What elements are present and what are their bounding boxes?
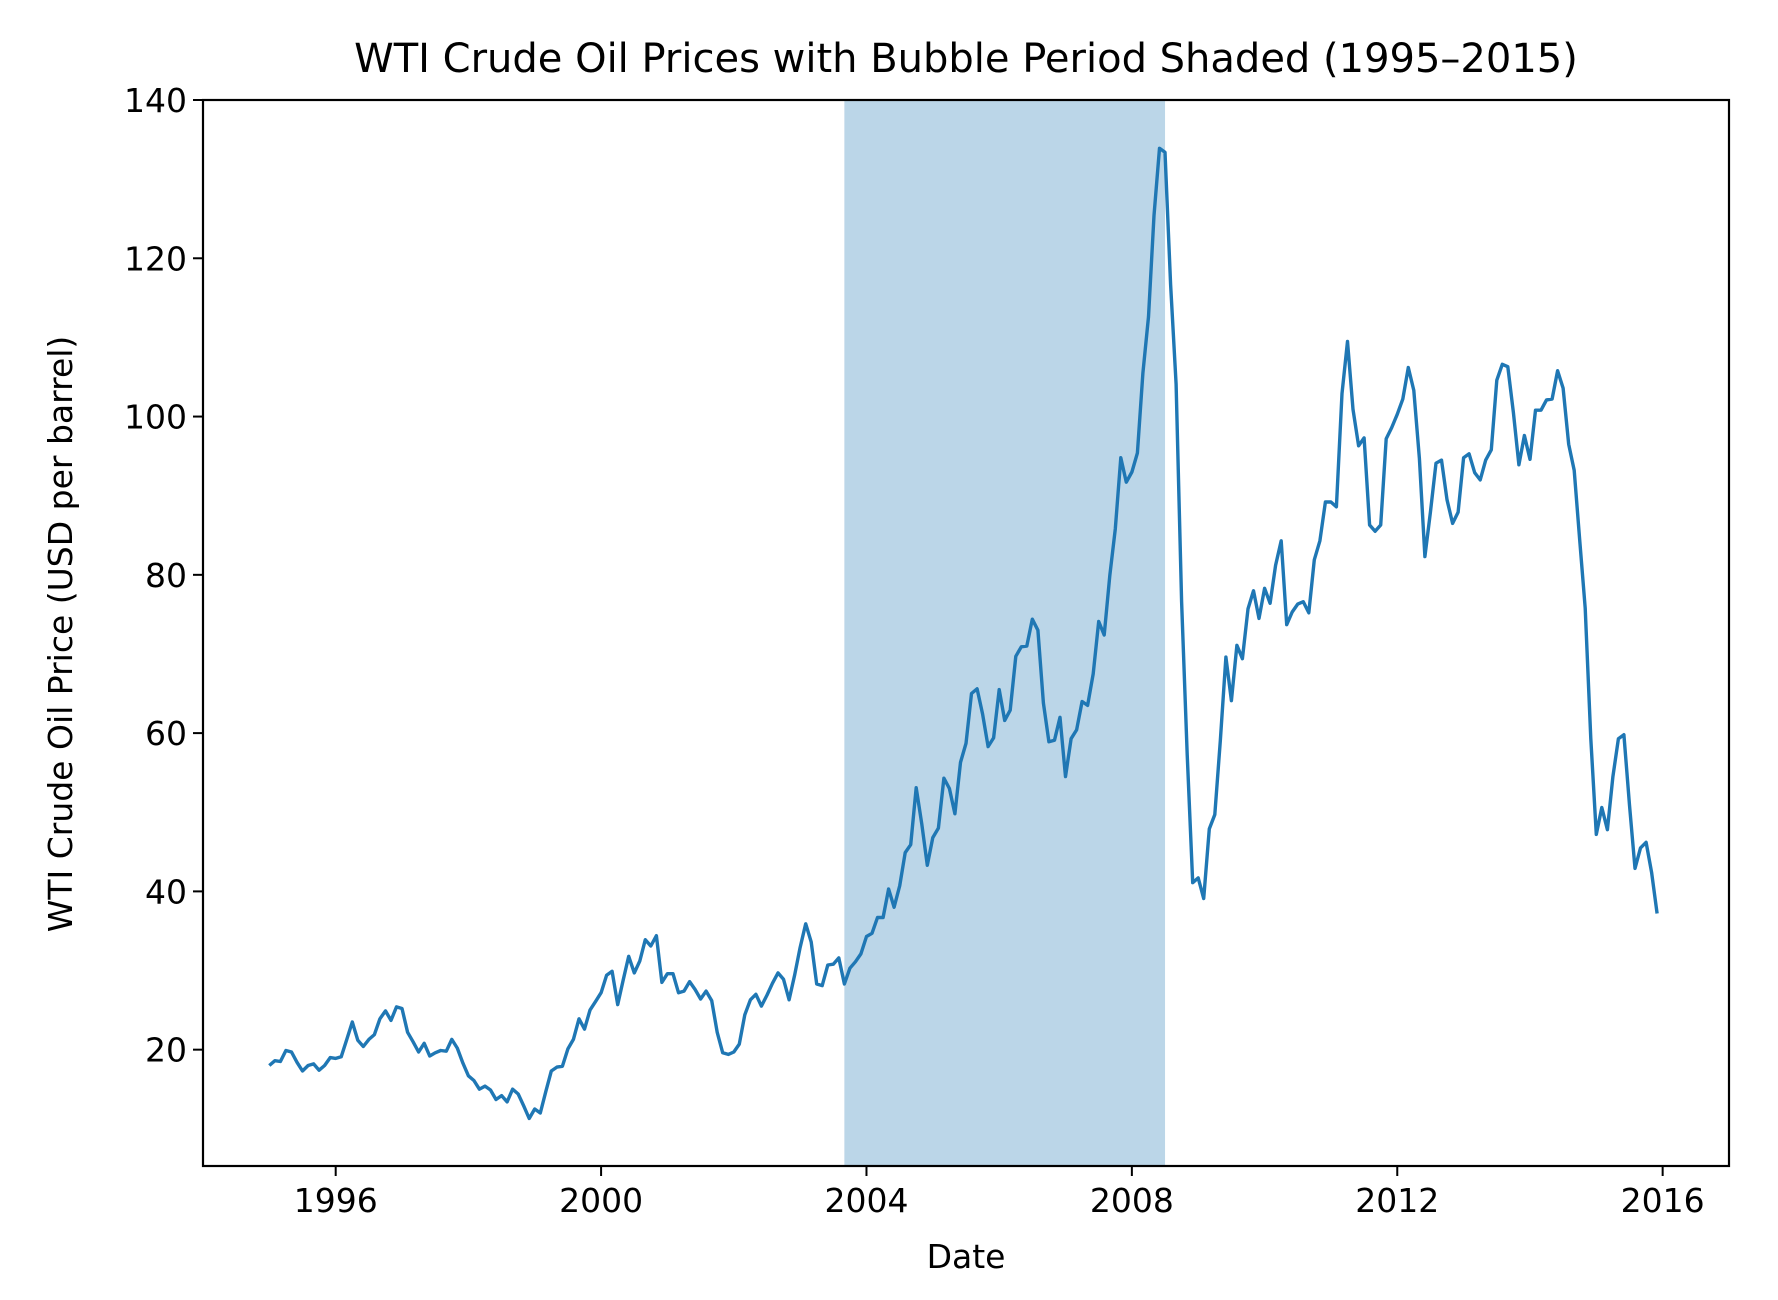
axes-frame (201, 98, 1731, 1168)
y-tick-label: 100 (124, 398, 187, 437)
x-tick-label: 1996 (294, 1181, 378, 1220)
x-tick-label: 2000 (559, 1181, 643, 1220)
y-axis-label: WTI Crude Oil Price (USD per barrel) (41, 336, 80, 933)
chart-title: WTI Crude Oil Prices with Bubble Period … (354, 36, 1578, 82)
y-tick-label: 60 (145, 714, 187, 753)
y-tick-label: 40 (145, 872, 187, 911)
y-tick-label: 140 (124, 81, 187, 120)
x-tick-label: 2016 (1621, 1181, 1705, 1220)
x-tick-label: 2008 (1090, 1181, 1174, 1220)
y-tick-label: 120 (124, 239, 187, 278)
price-line (268, 146, 1659, 1121)
x-tick-label: 2012 (1355, 1181, 1439, 1220)
y-tick-label: 80 (145, 556, 187, 595)
x-tick-label: 2004 (824, 1181, 908, 1220)
y-tick-label: 20 (145, 1031, 187, 1070)
bubble-period-span (844, 100, 1166, 1166)
plot-area: 1996 2000 2004 2008 2012 2016 20 40 60 80 100 120 14… (124, 81, 1731, 1220)
x-axis-label: Date (927, 1237, 1006, 1276)
